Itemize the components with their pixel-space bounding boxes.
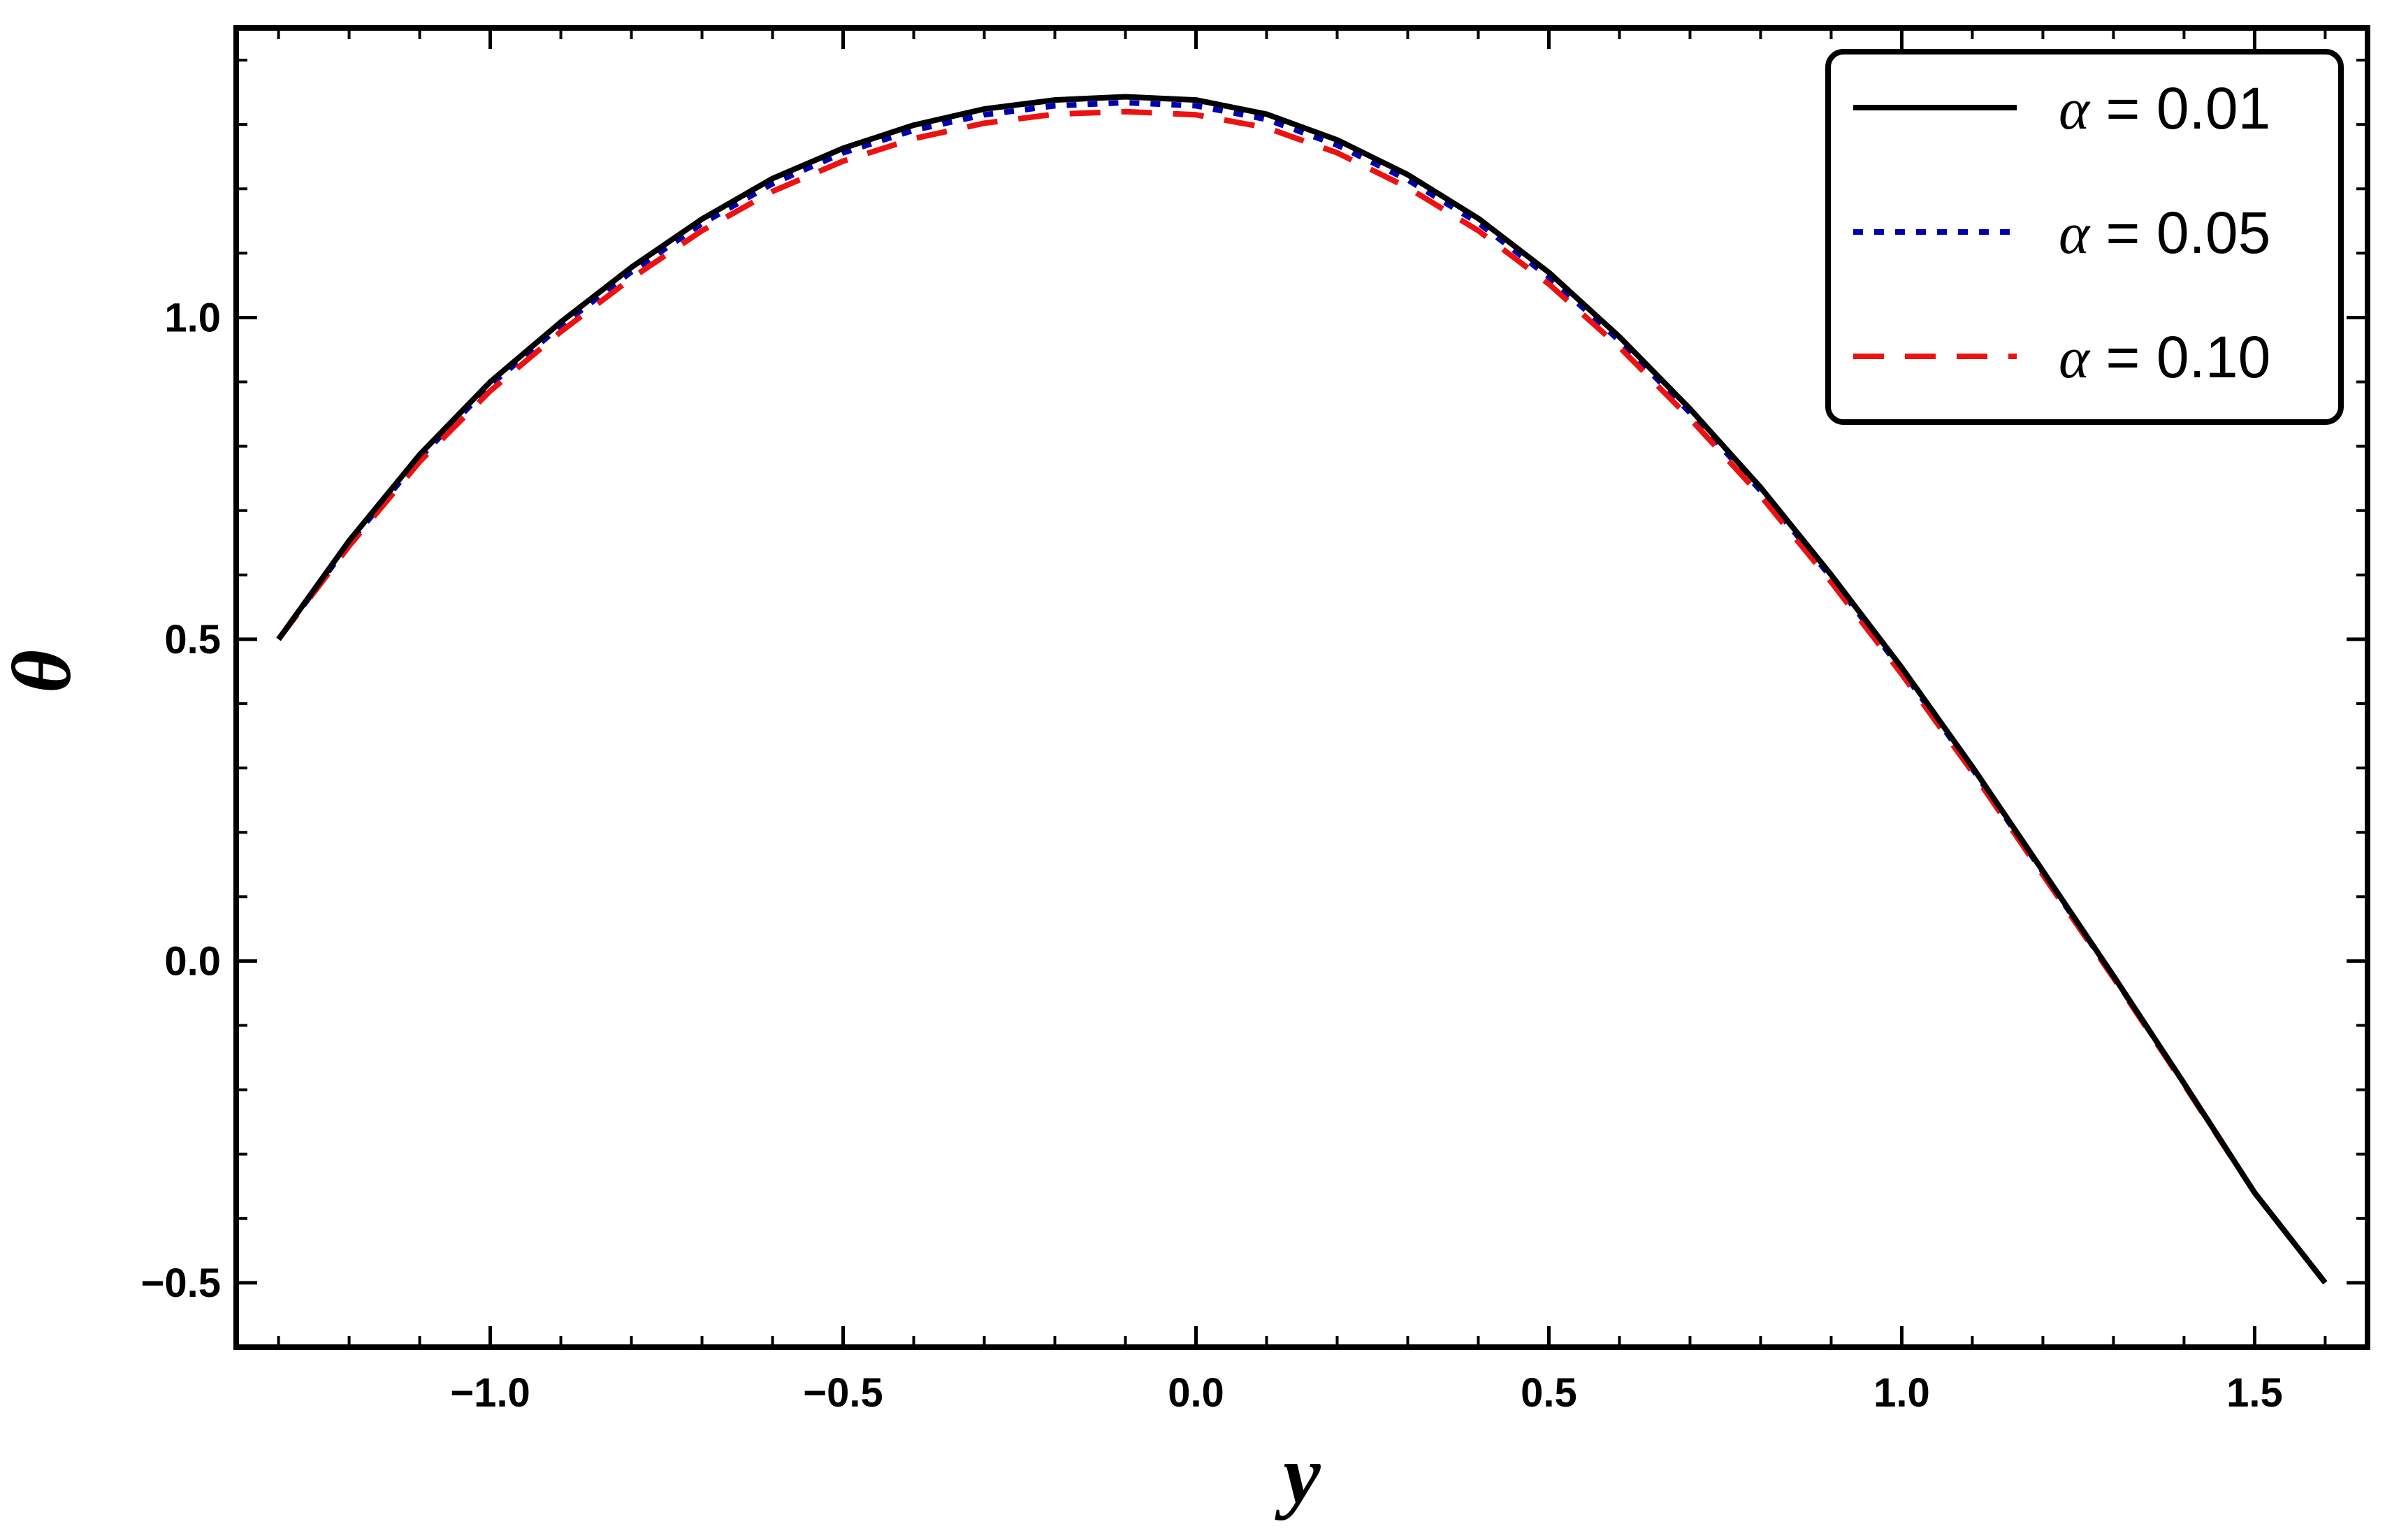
y-tick-label: 0.5: [164, 617, 221, 662]
legend-alpha-symbol: α: [2059, 77, 2091, 142]
legend-alpha-symbol: α: [2059, 201, 2091, 266]
legend-label-2: α = 0.05: [2059, 200, 2270, 266]
legend-alpha-value: = 0.01: [2089, 75, 2270, 141]
x-tick-label: 1.5: [2226, 1370, 2283, 1416]
x-tick-label: 0.0: [1168, 1370, 1224, 1416]
y-tick-labels: −0.5 0.0 0.5 1.0: [141, 295, 222, 1305]
major-ticks: [236, 28, 2368, 1347]
legend-alpha-symbol: α: [2059, 326, 2091, 391]
y-axis-title: θ: [0, 650, 88, 693]
y-tick-label: −0.5: [141, 1261, 222, 1306]
y-tick-label: 0.0: [164, 938, 221, 984]
x-tick-label: −0.5: [803, 1370, 883, 1416]
plot-frame: [233, 25, 2370, 1350]
series-line-1: [276, 94, 2328, 1285]
legend-label-1: α = 0.01: [2059, 75, 2270, 142]
x-tick-labels: −1.0 −0.5 0.0 0.5 1.0 1.5: [450, 1370, 2282, 1416]
x-tick-label: −1.0: [450, 1370, 530, 1416]
x-tick-label: 0.5: [1521, 1370, 1577, 1416]
legend-alpha-value: = 0.05: [2089, 200, 2270, 266]
legend-label-3: α = 0.10: [2059, 324, 2270, 391]
x-tick-label: 1.0: [1873, 1370, 1930, 1416]
legend-box: [1825, 49, 2344, 425]
y-tick-label: 1.0: [164, 295, 221, 340]
legend-alpha-value: = 0.10: [2089, 324, 2270, 390]
legend: α = 0.01α = 0.05α = 0.10: [1825, 49, 2344, 425]
plot-lines: [276, 94, 2328, 1285]
